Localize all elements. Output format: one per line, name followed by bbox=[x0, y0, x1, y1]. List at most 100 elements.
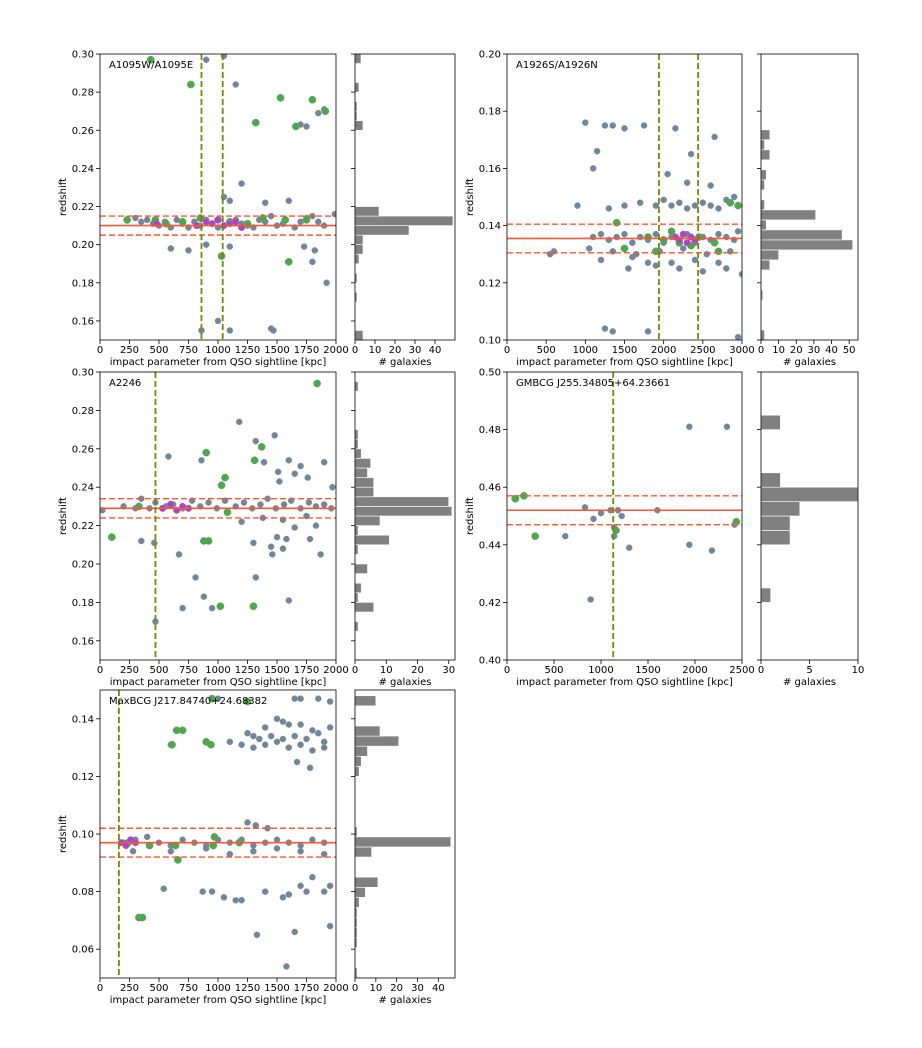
data-point-gray bbox=[668, 202, 675, 209]
data-point-gray bbox=[151, 539, 158, 547]
y-tick-label: 0.26 bbox=[72, 444, 94, 455]
y-tick-label: 0.26 bbox=[72, 126, 94, 137]
panel-title: A1095W/A1095E bbox=[109, 60, 193, 71]
data-point-gray bbox=[271, 432, 278, 439]
x-tick-label: 1750 bbox=[294, 983, 319, 994]
data-point-gray bbox=[200, 593, 208, 600]
scatter-plot-area bbox=[100, 372, 336, 660]
x-axis-label: impact parameter from QSO sightline [kpc… bbox=[516, 677, 733, 688]
data-point-gray bbox=[297, 462, 304, 470]
data-point-gray bbox=[680, 245, 687, 252]
hist-axes-frame bbox=[354, 53, 456, 341]
y-axis-label: redshift bbox=[465, 497, 476, 535]
data-point-gray bbox=[586, 245, 593, 252]
x-tick-label: 0 bbox=[97, 345, 103, 356]
x-tick-label: 500 bbox=[149, 665, 168, 676]
data-point-gray bbox=[244, 819, 251, 826]
data-point-gray bbox=[252, 437, 260, 445]
data-point-gray bbox=[582, 119, 589, 126]
data-point-gray bbox=[636, 199, 644, 206]
hist-bar bbox=[355, 330, 364, 340]
y-tick-label: 0.20 bbox=[72, 240, 94, 251]
data-point-gray bbox=[240, 499, 248, 506]
hist-x-tick-label: 20 bbox=[411, 665, 424, 676]
x-tick-label: 1250 bbox=[235, 983, 260, 994]
hist-bar bbox=[761, 289, 764, 301]
data-point-gray bbox=[304, 474, 311, 481]
hist-bar bbox=[355, 429, 359, 440]
hist-x-tick-label: 40 bbox=[429, 345, 442, 356]
x-tick-label: 0 bbox=[97, 983, 103, 994]
data-point-gray bbox=[587, 596, 594, 603]
scatter-axes-frame bbox=[99, 53, 337, 341]
x-tick-label: 1000 bbox=[588, 665, 613, 676]
data-point-gray bbox=[250, 539, 257, 547]
data-point-purple bbox=[214, 216, 222, 224]
hist-bar bbox=[355, 826, 358, 838]
data-point-gray bbox=[664, 170, 671, 178]
data-point-green bbox=[204, 537, 213, 545]
data-point-gray bbox=[652, 262, 660, 269]
data-point-green bbox=[217, 481, 226, 490]
hist-bar bbox=[355, 225, 410, 236]
data-point-gray bbox=[283, 535, 290, 543]
data-point-gray bbox=[723, 423, 731, 430]
panel-title: A1926S/A1926N bbox=[516, 60, 598, 71]
data-point-gray bbox=[291, 524, 298, 531]
x-tick-label: 2000 bbox=[651, 345, 676, 356]
data-point-gray bbox=[660, 196, 667, 204]
data-point-gray bbox=[691, 256, 699, 264]
panel-3: 0 500 1000 1500 2000 2500 0.40 0.42 0.44 0.46 0.48… bbox=[465, 368, 864, 689]
data-point-green bbox=[292, 122, 300, 131]
data-point-gray bbox=[625, 265, 632, 272]
hist-x-tick-label: 0 bbox=[352, 665, 358, 676]
data-point-gray bbox=[715, 230, 722, 238]
data-point-gray bbox=[309, 727, 316, 734]
x-tick-label: 1750 bbox=[294, 665, 319, 676]
hist-bar bbox=[355, 876, 379, 888]
y-axis-label: redshift bbox=[58, 815, 69, 853]
y-axis-label: redshift bbox=[58, 497, 69, 535]
data-point-gray bbox=[165, 453, 172, 460]
data-point-gray bbox=[297, 882, 304, 890]
data-point-gray bbox=[269, 551, 276, 558]
y-tick-label: 0.16 bbox=[72, 316, 94, 327]
data-point-gray bbox=[597, 256, 605, 264]
data-point-gray bbox=[270, 327, 277, 334]
data-point-gray bbox=[285, 721, 293, 728]
hist-bar bbox=[761, 139, 765, 151]
hist-bar bbox=[761, 129, 771, 141]
data-point-gray bbox=[208, 888, 216, 895]
y-tick-label: 0.08 bbox=[72, 887, 94, 898]
hist-bar bbox=[355, 621, 359, 632]
y-tick-label: 0.24 bbox=[72, 164, 94, 175]
data-point-gray bbox=[285, 197, 293, 205]
data-point-gray bbox=[589, 165, 597, 172]
y-tick-label: 0.20 bbox=[72, 560, 94, 571]
hist-bar bbox=[761, 259, 771, 271]
data-point-gray bbox=[317, 551, 324, 558]
data-point-gray bbox=[250, 744, 257, 751]
hist-bar bbox=[355, 766, 360, 777]
hist-x-tick-label: 0 bbox=[758, 665, 764, 676]
data-point-gray bbox=[279, 545, 287, 552]
data-point-gray bbox=[238, 896, 245, 904]
data-point-gray bbox=[676, 265, 683, 272]
x-tick-label: 750 bbox=[179, 983, 198, 994]
data-point-green bbox=[178, 217, 187, 226]
y-tick-label: 0.06 bbox=[72, 945, 94, 956]
data-point-gray bbox=[329, 483, 336, 491]
x-tick-label: 1500 bbox=[612, 345, 637, 356]
data-point-gray bbox=[323, 279, 330, 287]
y-tick-label: 0.14 bbox=[72, 714, 94, 725]
data-point-gray bbox=[326, 922, 334, 930]
data-point-gray bbox=[306, 535, 314, 543]
data-point-gray bbox=[276, 478, 283, 485]
data-point-green bbox=[531, 532, 540, 541]
data-point-gray bbox=[597, 230, 605, 238]
data-point-gray bbox=[574, 202, 581, 209]
data-point-gray bbox=[232, 81, 239, 88]
data-point-gray bbox=[593, 147, 601, 155]
data-point-gray bbox=[232, 896, 239, 904]
hist-x-tick-label: 0 bbox=[352, 345, 358, 356]
